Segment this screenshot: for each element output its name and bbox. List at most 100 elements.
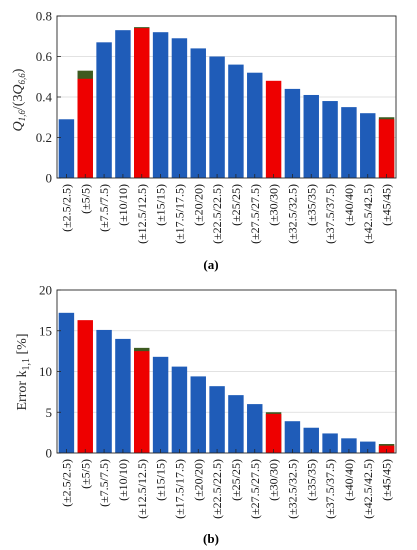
chartB-category-label: (±10/10) <box>116 459 130 501</box>
chartB-bar <box>265 413 282 453</box>
chart-b-gridlines <box>57 330 396 413</box>
chartA-category-label: (±15/15) <box>154 184 168 226</box>
chartB-category-label: (±2.5/2.5) <box>59 459 73 507</box>
chartA-category-label: (±40/40) <box>342 184 356 226</box>
chartA-bar <box>77 78 93 178</box>
chart-a-y-ticks: 0 0.2 0.4 0.6 0.8 <box>36 9 61 186</box>
chartB-y-tick-label: 5 <box>46 405 53 420</box>
chartB-y-tick-label: 15 <box>39 323 52 338</box>
chart-a-bars <box>58 27 395 179</box>
chartA-y-tick-label: 0.2 <box>36 130 52 145</box>
chartB-category-label: (±40/40) <box>342 459 356 501</box>
chartB-bar <box>152 356 169 453</box>
chartA-category-label: (±12.5/12.5) <box>135 184 149 244</box>
ylabel-a-close: ) <box>11 68 26 73</box>
chartB-category-label: (±25/25) <box>229 459 243 501</box>
chartA-category-label: (±37.5/37.5) <box>323 184 337 244</box>
chartB-bar <box>58 312 75 453</box>
chartA-category-label: (±25/25) <box>229 184 243 226</box>
chartA-bar <box>378 119 395 178</box>
chartB-bar <box>77 320 93 453</box>
chartA-category-label: (±45/45) <box>380 184 394 226</box>
chartB-category-label: (±22.5/22.5) <box>210 459 224 519</box>
chartA-bar <box>284 88 301 178</box>
chartB-category-label: (±45/45) <box>380 459 394 501</box>
chart-a-gridlines <box>57 56 396 138</box>
chartB-category-label: (±15/15) <box>154 459 168 501</box>
ylabel-a-sub1: 1,6 <box>17 110 27 122</box>
chartB-category-label: (±20/20) <box>191 459 205 501</box>
panel-label-a: (a) <box>203 257 218 272</box>
chartA-bar <box>152 32 169 179</box>
chartA-bar <box>58 119 75 178</box>
chartA-bar <box>134 28 150 179</box>
chart-b-y-ticks: 0 5 10 15 20 <box>39 283 61 461</box>
chartB-category-label: (±27.5/27.5) <box>248 459 262 519</box>
chartB-bar <box>209 386 225 453</box>
chart-a: 0 0.2 0.4 0.6 0.8 (±2.5/2.5) (±5/5) (±7.5/7.5)… <box>11 9 397 272</box>
chartB-category-label: (±7.5/7.5) <box>97 459 111 507</box>
chartA-bar <box>209 56 225 178</box>
chart-b: 0 5 10 15 20 (±2.5/2.5) (±5/5) (±7.5/7.5) (±10/… <box>15 283 397 546</box>
chartA-category-label: (±30/30) <box>267 184 281 226</box>
chartA-category-label: (±10/10) <box>116 184 130 226</box>
chartB-bar <box>134 351 150 453</box>
chartB-y-tick-label: 0 <box>46 446 53 461</box>
chartB-category-label: (±35/35) <box>304 459 318 501</box>
chartB-bar <box>171 366 188 453</box>
ylabel-a-mid: /(3 <box>11 95 26 111</box>
chartB-bar <box>284 421 301 453</box>
chartA-bar <box>190 48 206 179</box>
chart-b-bars <box>58 312 395 453</box>
chart-a-y-axis-label: Q1,6/(3Q6,6) <box>11 68 27 131</box>
chartA-category-label: (±35/35) <box>304 184 318 226</box>
chartA-category-label: (±27.5/27.5) <box>248 184 262 244</box>
chartA-bar <box>171 38 188 179</box>
chartA-bar <box>265 80 282 178</box>
chartA-y-tick-label: 0 <box>46 171 53 186</box>
chartB-category-label: (±12.5/12.5) <box>135 459 149 519</box>
chartB-category-label: (±5/5) <box>78 459 92 489</box>
panel-label-b: (b) <box>203 531 219 546</box>
chartA-y-tick-label: 0.4 <box>36 90 53 105</box>
chartA-y-tick-label: 0.6 <box>36 49 53 64</box>
chartB-bar <box>190 376 206 453</box>
chart-b-x-ticks: (±2.5/2.5) (±5/5) (±7.5/7.5) (±10/10) (±12.5… <box>59 449 394 519</box>
chartA-category-label: (±5/5) <box>78 184 92 214</box>
chartA-category-label: (±20/20) <box>191 184 205 226</box>
chartB-bar <box>115 338 131 453</box>
chartB-bar <box>360 441 376 453</box>
ylabel-a-q2: Q <box>11 84 26 94</box>
chartA-y-tick-label: 0.8 <box>36 9 52 24</box>
chartA-category-label: (±7.5/7.5) <box>97 184 111 232</box>
chartB-category-label: (±37.5/37.5) <box>323 459 337 519</box>
chartB-category-label: (±32.5/32.5) <box>285 459 299 519</box>
chartB-bar <box>96 329 112 453</box>
chartB-category-label: (±30/30) <box>267 459 281 501</box>
chartA-bar <box>96 42 112 179</box>
ylabel-b-unit: [%] <box>15 333 30 358</box>
ylabel-a-q1: Q <box>11 121 26 131</box>
ylabel-b-sub: 1,1 <box>21 358 32 371</box>
chartA-category-label: (±42.5/42.5) <box>361 184 375 244</box>
chartA-bar <box>247 72 263 178</box>
chartA-bar <box>360 113 376 178</box>
chart-a-x-ticks: (±2.5/2.5) (±5/5) (±7.5/7.5) (±10/10) (±12.5… <box>59 174 394 244</box>
chartA-bar <box>228 64 244 178</box>
chartB-category-label: (±17.5/17.5) <box>172 459 186 519</box>
chartA-category-label: (±22.5/22.5) <box>210 184 224 244</box>
ylabel-a-sub2: 6,6 <box>17 73 27 85</box>
chartA-bar <box>303 94 319 178</box>
chartB-y-tick-label: 10 <box>39 364 52 379</box>
ylabel-b-main: Error k <box>15 370 30 410</box>
chartB-bar <box>341 438 357 453</box>
chartB-category-label: (±42.5/42.5) <box>361 459 375 519</box>
chartA-bar <box>341 107 357 178</box>
chartB-bar <box>228 395 244 453</box>
chartA-category-label: (±2.5/2.5) <box>59 184 73 232</box>
chartB-bar <box>247 404 263 453</box>
chart-b-y-axis-label: Error k1,1 [%] <box>15 333 32 410</box>
chartB-y-tick-label: 20 <box>39 283 52 298</box>
chartA-category-label: (±32.5/32.5) <box>285 184 299 244</box>
